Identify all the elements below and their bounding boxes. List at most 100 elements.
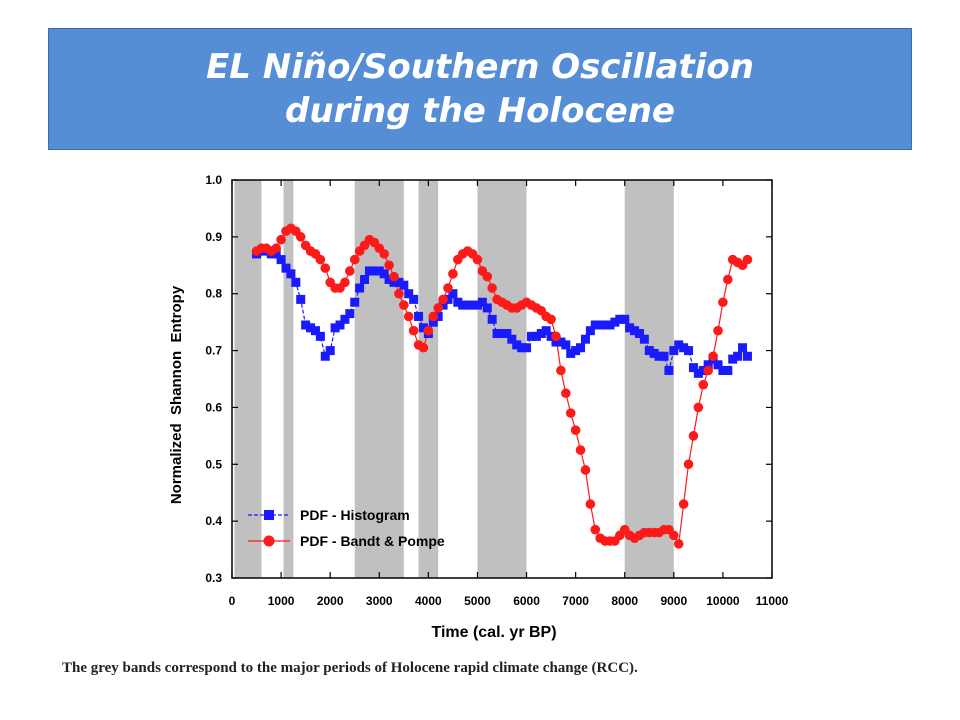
data-point-histogram — [541, 326, 551, 336]
y-tick-label: 0.9 — [205, 230, 222, 244]
y-tick-label: 0.8 — [205, 287, 222, 301]
data-point-histogram — [693, 368, 703, 378]
data-point-bandt-pompe — [433, 303, 443, 313]
data-point-histogram — [561, 340, 571, 350]
data-point-bandt-pompe — [379, 249, 389, 259]
data-point-histogram — [350, 297, 360, 307]
data-point-histogram — [610, 317, 620, 327]
data-point-histogram — [271, 249, 281, 259]
data-point-bandt-pompe — [683, 459, 694, 470]
data-point-histogram — [468, 300, 478, 310]
x-tick-label: 11000 — [756, 594, 789, 608]
data-point-bandt-pompe — [688, 431, 699, 441]
data-point-histogram — [355, 283, 365, 293]
x-tick-label: 0 — [229, 594, 236, 608]
data-point-bandt-pompe — [551, 331, 561, 342]
data-point-histogram — [340, 314, 350, 324]
data-point-histogram — [566, 348, 576, 358]
y-tick-label: 0.7 — [205, 344, 222, 358]
data-point-histogram — [615, 314, 625, 324]
data-point-histogram — [639, 334, 649, 344]
data-point-bandt-pompe — [708, 351, 718, 362]
data-point-histogram — [374, 266, 384, 276]
data-point-bandt-pompe — [546, 314, 556, 325]
data-point-histogram — [620, 314, 630, 324]
data-point-bandt-pompe — [565, 408, 576, 418]
data-point-histogram — [580, 334, 590, 344]
data-point-bandt-pompe — [443, 283, 453, 293]
data-point-histogram — [296, 294, 306, 304]
data-point-histogram — [291, 277, 301, 287]
data-point-histogram — [723, 365, 733, 375]
data-point-histogram — [399, 280, 409, 290]
y-tick-label: 0.6 — [205, 400, 222, 414]
data-point-bandt-pompe — [349, 254, 360, 265]
data-point-bandt-pompe — [438, 294, 448, 305]
data-point-bandt-pompe — [403, 311, 414, 322]
data-point-histogram — [664, 365, 674, 375]
data-point-histogram — [315, 331, 325, 341]
data-point-histogram — [698, 365, 708, 375]
data-point-bandt-pompe — [713, 325, 723, 336]
data-point-bandt-pompe — [345, 266, 355, 276]
data-point-histogram — [526, 331, 536, 341]
data-point-histogram — [595, 320, 605, 330]
grey-band-5 — [477, 180, 527, 578]
data-point-histogram — [335, 320, 345, 330]
data-point-histogram — [458, 300, 468, 310]
data-point-bandt-pompe — [276, 234, 286, 245]
data-point-histogram — [438, 300, 448, 310]
y-tick-label: 0.4 — [205, 514, 222, 528]
data-point-bandt-pompe — [448, 269, 458, 279]
y-tick-label: 1.0 — [205, 173, 222, 187]
data-point-histogram — [418, 323, 428, 333]
data-point-histogram — [531, 331, 541, 341]
plot-frame — [231, 179, 773, 579]
data-point-bandt-pompe — [295, 232, 306, 242]
data-point-histogram — [512, 340, 522, 350]
data-point-histogram — [644, 346, 654, 356]
data-point-histogram — [364, 266, 374, 276]
data-point-bandt-pompe — [389, 271, 399, 282]
data-point-bandt-pompe — [271, 243, 281, 254]
data-point-histogram — [659, 351, 669, 361]
data-point-histogram — [497, 329, 507, 339]
data-point-histogram — [684, 346, 694, 356]
data-point-histogram — [443, 294, 453, 304]
data-point-histogram — [502, 329, 512, 339]
data-point-bandt-pompe — [394, 288, 404, 299]
data-point-bandt-pompe — [575, 445, 586, 455]
grey-band-1 — [234, 180, 262, 578]
data-point-histogram — [742, 351, 752, 361]
data-point-histogram — [320, 351, 330, 361]
data-point-bandt-pompe — [693, 402, 704, 413]
data-point-histogram — [738, 343, 748, 353]
data-point-histogram — [674, 340, 684, 350]
data-point-histogram — [546, 331, 556, 341]
data-point-histogram — [507, 334, 517, 344]
data-point-histogram — [369, 266, 379, 276]
data-point-histogram — [276, 255, 286, 265]
x-tick-label: 5000 — [464, 594, 491, 608]
data-point-histogram — [571, 346, 581, 356]
x-tick-label: 10000 — [706, 594, 740, 608]
data-point-bandt-pompe — [472, 254, 483, 265]
data-point-bandt-pompe — [585, 499, 596, 509]
title-banner: EL Niño/Southern Oscillation during the … — [48, 28, 912, 150]
x-axis-label: Time (cal. yr BP) — [431, 624, 556, 641]
data-point-histogram — [448, 289, 458, 299]
data-point-histogram — [703, 360, 713, 370]
series-line-1 — [256, 250, 749, 375]
data-point-bandt-pompe — [423, 325, 434, 336]
data-point-histogram — [625, 323, 635, 333]
data-point-histogram — [472, 300, 482, 310]
data-point-bandt-pompe — [718, 297, 728, 308]
data-point-bandt-pompe — [315, 254, 326, 265]
data-point-histogram — [576, 343, 586, 353]
data-point-histogram — [389, 277, 399, 287]
data-point-histogram — [718, 365, 728, 375]
page-title-line-2: during the Holocene — [284, 91, 675, 131]
data-point-histogram — [487, 314, 497, 324]
data-point-bandt-pompe — [320, 263, 331, 273]
data-point-histogram — [649, 348, 659, 358]
